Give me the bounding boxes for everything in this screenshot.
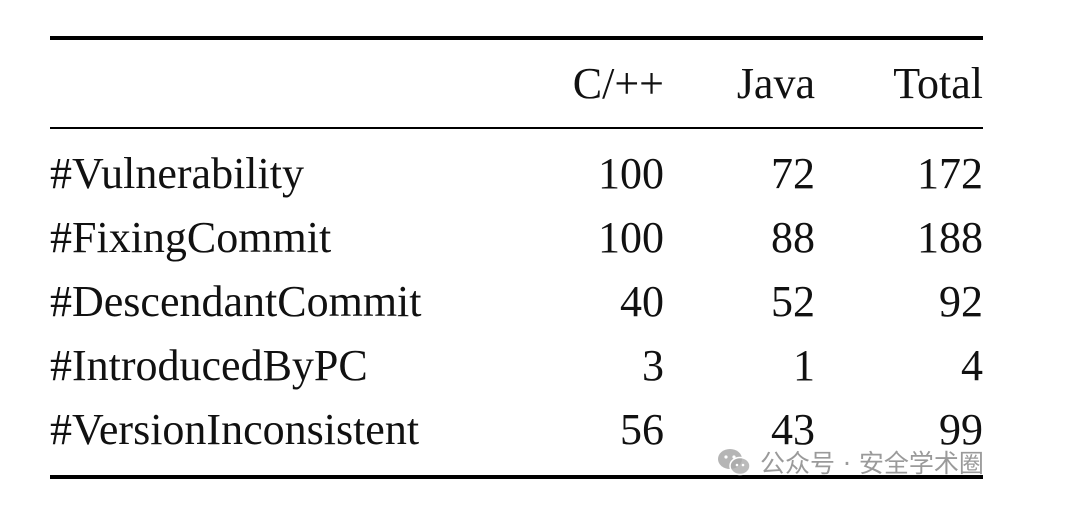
table-cell: 52 (771, 277, 815, 326)
mid-rule (50, 127, 983, 129)
table-cell: 3 (642, 341, 664, 390)
top-rule (50, 36, 983, 40)
table-cell: 40 (620, 277, 664, 326)
row-label: #Vulnerability (50, 149, 304, 198)
table-cell: 4 (961, 341, 983, 390)
table-cell: 99 (939, 405, 983, 454)
table-cell: 1 (793, 341, 815, 390)
table-cell: 43 (771, 405, 815, 454)
row-label: #DescendantCommit (50, 277, 422, 326)
table-cell: 100 (598, 213, 664, 262)
wechat-icon (718, 449, 751, 476)
row-label: #FixingCommit (50, 213, 332, 262)
watermark: 公众号 · 安全学术圈 (716, 446, 984, 478)
table-cell: 72 (771, 149, 815, 198)
column-header: C/++ (572, 59, 664, 108)
table-cell: 172 (917, 149, 983, 198)
table-cell: 100 (598, 149, 664, 198)
column-header: Total (893, 59, 983, 108)
table-cell: 188 (917, 213, 983, 262)
table-cell: 56 (620, 405, 664, 454)
column-header: Java (736, 59, 815, 108)
watermark-text: 公众号 · 安全学术圈 (760, 449, 984, 478)
row-label: #VersionInconsistent (50, 405, 420, 454)
table-cell: 92 (939, 277, 983, 326)
table-cell: 88 (771, 213, 815, 262)
row-label: #IntroducedByPC (50, 341, 368, 390)
bottom-rule (50, 475, 983, 479)
